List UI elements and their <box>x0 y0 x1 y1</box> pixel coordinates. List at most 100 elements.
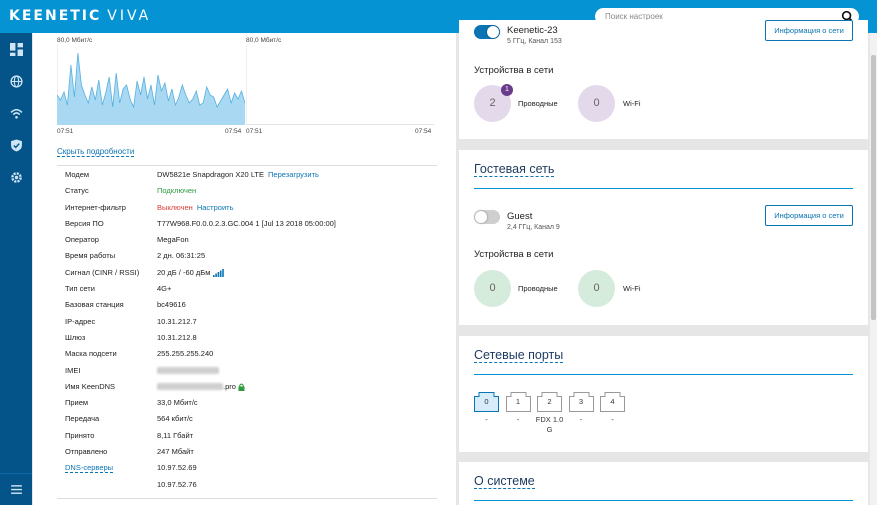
table-row: Тип сети 4G+ <box>65 284 172 294</box>
network-ports-card: Сетевые порты 0 - 1 - 2 FDX 1.0 G 3 - 4 - <box>459 336 868 452</box>
tx-chart-x-end: 07:54 <box>415 128 432 135</box>
port-number: 1 <box>515 397 521 406</box>
configure-filter-link[interactable]: Настроить <box>196 202 234 212</box>
table-row: Время работы 2 дн. 06:31:25 <box>65 251 206 261</box>
logo[interactable]: KEENETIC VIVA <box>9 8 152 24</box>
port-number: 0 <box>484 397 489 406</box>
table-row: Шлюз 10.31.212.8 <box>65 332 197 342</box>
signal-strength-icon <box>213 268 225 277</box>
table-row: Сигнал (CINR / RSSI) 20 дБ / -60 дБм <box>57 264 437 280</box>
traffic-charts: 80,0 Мбит/с 80,0 Мбит/с 07:51 07:54 07:5… <box>57 33 447 143</box>
table-row: Маска подсети 255.255.255.240 <box>65 349 214 359</box>
divider <box>474 188 853 189</box>
home-wired-label: Проводные <box>518 99 558 108</box>
rx-chart <box>57 45 245 125</box>
home-devices-title: Устройства в сети <box>474 65 554 76</box>
port-status: FDX 1.0 G <box>535 415 564 434</box>
divider <box>474 374 853 375</box>
port-1[interactable]: 1 <box>505 392 531 412</box>
network-ports-title[interactable]: Сетевые порты <box>474 348 564 363</box>
hide-details-link[interactable]: Скрыть подробности <box>57 147 135 157</box>
home-network-info-button[interactable]: Информация о сети <box>765 20 853 41</box>
scrollbar[interactable] <box>870 33 877 505</box>
ethernet-port-icon <box>600 392 625 412</box>
keendns-redacted <box>157 383 223 391</box>
globe-icon[interactable] <box>8 73 24 89</box>
rx-chart-x-end: 07:54 <box>225 128 242 135</box>
scrollbar-thumb[interactable] <box>871 55 876 320</box>
guest-wired-count[interactable]: 0 <box>474 270 511 307</box>
sidebar-footer <box>0 473 32 505</box>
ethernet-port-icon <box>537 392 562 412</box>
table-row: Имя KeenDNS .pro <box>57 378 437 394</box>
guest-wired-label: Проводные <box>518 284 558 293</box>
dashboard-icon[interactable] <box>8 41 24 57</box>
rx-chart-max-label: 80,0 Мбит/с <box>57 37 93 44</box>
guest-ssid: Guest <box>507 211 533 222</box>
ethernet-port-icon <box>568 392 594 412</box>
table-row: IMEI <box>57 362 437 378</box>
table-row: Модем DW5821e Snapdragon X20 LTE Перезагр… <box>65 170 319 179</box>
table-row: Интернет-фильтр Выключен Настроить <box>65 202 234 212</box>
lock-icon <box>238 383 245 391</box>
table-row: Базовая станция bc49616 <box>65 300 186 310</box>
tx-chart-max-label: 80,0 Мбит/с <box>246 37 282 44</box>
home-ssid: Keenetic-23 <box>507 25 558 36</box>
guest-wifi-count[interactable]: 0 <box>578 270 615 307</box>
home-wifi-label: Wi-Fi <box>623 99 641 108</box>
modem-info-table: Модем DW5821e Snapdragon X20 LTE Перезагр… <box>57 165 437 492</box>
table-row: IP-адрес 10.31.212.7 <box>65 316 197 326</box>
filter-status-value: Выключен <box>157 202 193 212</box>
guest-devices-title: Устройства в сети <box>474 249 554 260</box>
port-status: - <box>611 415 614 424</box>
guest-network-card: Гостевая сеть Guest 2,4 ГГц, Канал 9 Инф… <box>459 150 868 325</box>
home-wired-badge: 1 <box>501 84 513 96</box>
table-row: Принято 8,11 Гбайт <box>65 430 194 440</box>
reboot-modem-link[interactable]: Перезагрузить <box>268 170 319 179</box>
guest-network-title[interactable]: Гостевая сеть <box>474 162 555 177</box>
divider <box>57 498 437 499</box>
port-status: - <box>579 415 583 424</box>
imei-redacted <box>157 367 219 375</box>
table-row: Передача 564 кбит/с <box>65 414 193 424</box>
search-input[interactable] <box>605 10 825 23</box>
guest-network-info-button[interactable]: Информация о сети <box>765 205 853 226</box>
system-title[interactable]: О системе <box>474 474 535 489</box>
ethernet-port-icon <box>505 392 531 412</box>
port-status: - <box>516 415 520 424</box>
rx-chart-x-start: 07:51 <box>57 128 74 135</box>
sidebar <box>0 33 32 505</box>
tx-chart <box>246 45 434 125</box>
port-number: 4 <box>610 397 615 406</box>
port-0[interactable]: 0 <box>474 392 499 412</box>
table-row: 10.97.52.76 <box>157 479 197 489</box>
ethernet-port-icon <box>474 392 499 412</box>
gear-icon[interactable] <box>8 169 24 185</box>
shield-icon[interactable] <box>8 137 24 153</box>
dns-servers-link[interactable]: DNS-серверы <box>65 463 114 474</box>
table-row: Оператор MegaFon <box>65 235 189 245</box>
table-row: DNS-серверы 10.97.52.69 <box>65 463 197 474</box>
home-wifi-count[interactable]: 0 <box>578 85 615 122</box>
port-2[interactable]: 2 <box>537 392 562 412</box>
port-4[interactable]: 4 <box>600 392 625 412</box>
port-3[interactable]: 3 <box>568 392 594 412</box>
table-row: Прием 33,0 Мбит/с <box>65 398 198 408</box>
port-status: - <box>485 415 488 424</box>
traffic-area <box>57 53 245 125</box>
menu-icon[interactable] <box>8 481 24 497</box>
table-row: Статус Подключен <box>65 186 197 196</box>
table-row: Отправлено 247 Мбайт <box>65 447 194 457</box>
modem-details-panel: 80,0 Мбит/с 80,0 Мбит/с 07:51 07:54 07:5… <box>33 33 456 505</box>
home-network-card: Keenetic-23 5 ГГц, Канал 153 Информация … <box>459 20 868 139</box>
tx-chart-x-start: 07:51 <box>246 128 263 135</box>
port-number: 2 <box>547 397 552 406</box>
home-wifi-toggle[interactable] <box>474 25 500 39</box>
top-bar: KEENETIC VIVA <box>0 0 877 33</box>
wifi-icon[interactable] <box>8 105 24 121</box>
table-row: Версия ПО T77W968.F0.0.0.2.3.GC.004 1 [J… <box>65 218 336 228</box>
guest-wifi-label: Wi-Fi <box>623 284 641 293</box>
guest-wifi-toggle[interactable] <box>474 210 500 224</box>
divider <box>474 500 853 501</box>
status-value: Подключен <box>157 186 197 196</box>
